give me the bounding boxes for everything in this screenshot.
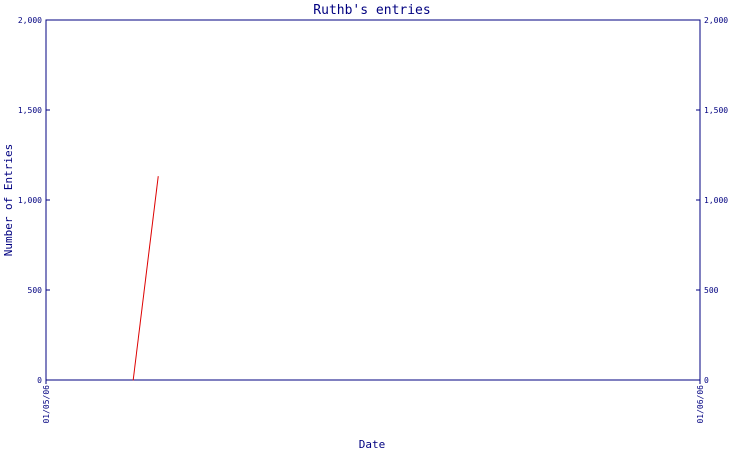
y-tick-label-right: 500: [704, 286, 719, 295]
y-tick-label-right: 1,500: [704, 106, 728, 115]
y-axis-label: Number of Entries: [2, 144, 15, 257]
axes: [45, 19, 701, 381]
x-tick-label: 01/05/06: [42, 385, 51, 424]
y-tick-label-left: 0: [37, 376, 42, 385]
y-tick-label-left: 1,000: [18, 196, 42, 205]
y-tick-label-right: 1,000: [704, 196, 728, 205]
y-tick-label-left: 2,000: [18, 16, 42, 25]
y-tick-label-right: 0: [704, 376, 709, 385]
ticks: 0 0 500 500 1,000 1,000 1,500 1,500 2,000 2,000 01…: [18, 16, 728, 424]
data-point: [157, 176, 159, 178]
x-axis-label: Date: [359, 438, 386, 450]
y-tick-label-right: 2,000: [704, 16, 728, 25]
plot-frame: [45, 19, 701, 381]
series-line: [132, 176, 159, 381]
data-point: [132, 379, 134, 381]
y-tick-label-left: 500: [28, 286, 43, 295]
chart-title: Ruthb's entries: [313, 3, 430, 18]
series: [132, 176, 159, 381]
x-tick-label: 01/06/06: [696, 385, 705, 424]
y-tick-label-left: 1,500: [18, 106, 42, 115]
